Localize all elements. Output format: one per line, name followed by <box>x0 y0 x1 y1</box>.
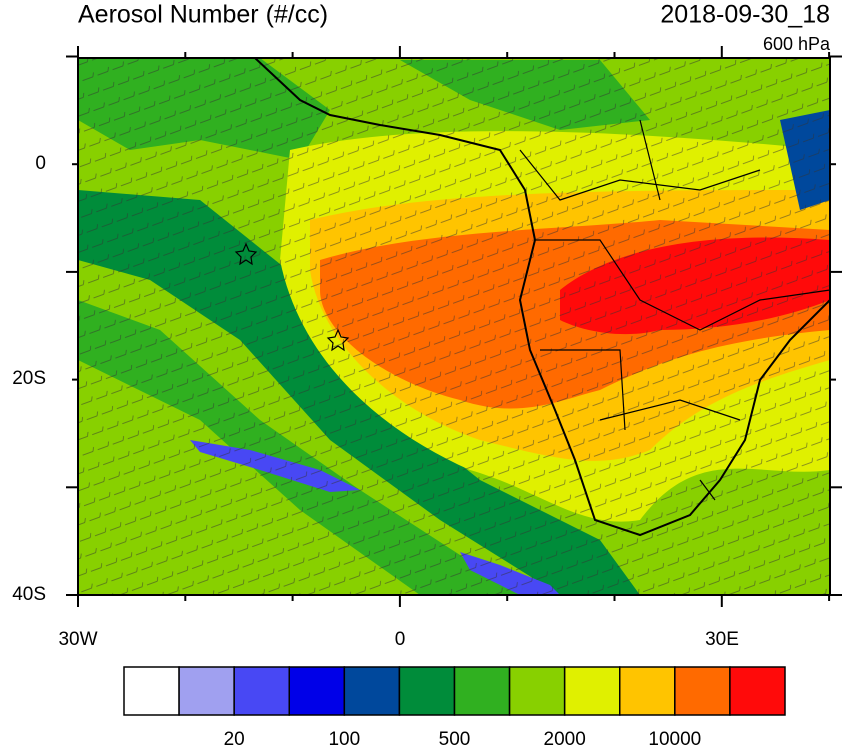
colorbar-label: 10000 <box>648 729 701 750</box>
colorbar-box <box>674 666 731 716</box>
colorbar-box <box>453 666 511 716</box>
colorbar-box <box>233 666 291 716</box>
field <box>78 58 830 595</box>
colorbar-box <box>563 666 621 716</box>
lon-label: 30W <box>58 629 97 650</box>
map-title: Aerosol Number (#/cc) <box>78 1 328 29</box>
colorbar-label: 20 <box>224 729 245 750</box>
lon-label: 0 <box>395 629 406 650</box>
colorbar-box <box>123 666 180 716</box>
colorbar-label: 500 <box>439 729 471 750</box>
colorbar-box <box>343 666 401 716</box>
lat-label: 0 <box>35 153 46 174</box>
colorbar: 20 100 500 2000 10000 <box>123 666 786 750</box>
lat-label: 20S <box>12 368 46 389</box>
colorbar-label: 100 <box>328 729 360 750</box>
colorbar-box <box>729 666 786 716</box>
colorbar-box <box>178 666 235 716</box>
colorbar-box <box>288 666 346 716</box>
colorbar-label: 2000 <box>544 729 586 750</box>
map-time: 2018-09-30_18 <box>660 1 830 29</box>
colorbar-box <box>619 666 676 716</box>
plot-frame <box>77 57 831 596</box>
axis-ticks <box>66 46 842 607</box>
colorbar-box <box>398 666 456 716</box>
level-label: 600 hPa <box>763 34 831 54</box>
lat-label: 40S <box>12 584 46 605</box>
lon-label: 30E <box>705 629 739 650</box>
colorbar-box <box>508 666 566 716</box>
